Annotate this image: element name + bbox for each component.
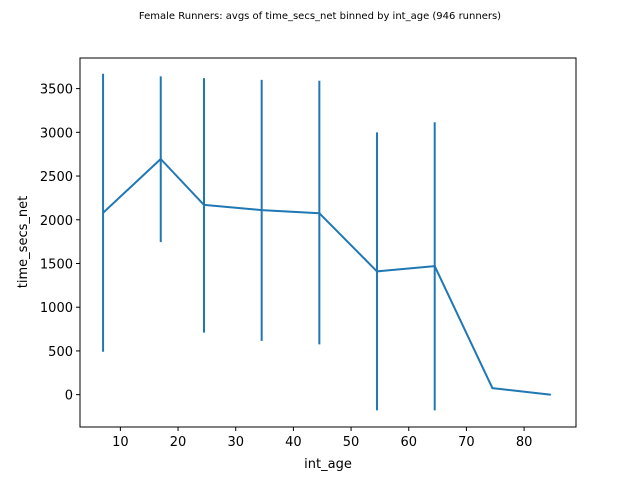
plot-area xyxy=(102,73,552,411)
x-tick-label: 60 xyxy=(400,435,417,450)
x-tick-label: 40 xyxy=(285,435,302,450)
y-tick-label: 1000 xyxy=(40,301,73,316)
x-tick-label: 10 xyxy=(112,435,129,450)
y-tick-label: 3500 xyxy=(40,83,73,98)
data-point xyxy=(376,270,379,273)
data-point xyxy=(159,157,162,160)
chart-title: Female Runners: avgs of time_secs_net bi… xyxy=(139,11,501,22)
data-point xyxy=(260,209,263,212)
y-tick-label: 1500 xyxy=(40,257,73,272)
y-axis-label: time_secs_net xyxy=(16,196,31,288)
y-tick-label: 500 xyxy=(48,345,73,360)
data-point xyxy=(549,393,552,396)
x-tick-label: 70 xyxy=(458,435,475,450)
data-point xyxy=(433,265,436,268)
y-tick-label: 0 xyxy=(65,389,73,404)
y-tick-label: 3000 xyxy=(40,126,73,141)
data-point xyxy=(203,203,205,206)
x-tick-label: 20 xyxy=(170,435,187,450)
x-tick-label: 30 xyxy=(227,435,244,450)
data-point xyxy=(491,387,494,390)
data-point xyxy=(318,212,321,215)
x-axis-label: int_age xyxy=(304,457,352,472)
axes-frame xyxy=(79,57,577,428)
x-tick-label: 50 xyxy=(343,435,360,450)
y-tick-label: 2500 xyxy=(40,170,73,185)
data-point xyxy=(102,211,105,214)
y-tick-label: 2000 xyxy=(40,214,73,229)
x-tick-label: 80 xyxy=(516,435,533,450)
